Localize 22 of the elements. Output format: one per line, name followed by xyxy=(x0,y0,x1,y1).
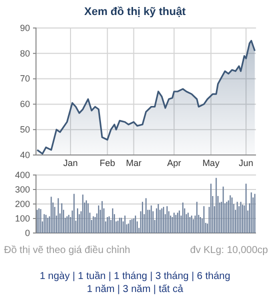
text: 1 năm | 3 năm | tất cả xyxy=(86,284,184,295)
y-tick-label: 60 xyxy=(20,99,30,110)
x-tick-label: Jan xyxy=(63,158,78,168)
text: Đồ thị vẽ theo giá điều chỉnh xyxy=(4,245,130,256)
x-tick-label: Apr xyxy=(167,158,182,168)
y-tick-label: 70 xyxy=(20,74,30,84)
y-tick-label: 100 xyxy=(14,213,30,224)
y-tick-label: 50 xyxy=(20,124,30,134)
text: 1 ngày | 1 tuần | 1 tháng | 3 tháng | 6 tháng xyxy=(40,271,230,282)
y-tick-label: 40 xyxy=(20,150,30,160)
x-tick-label: May xyxy=(202,158,220,168)
y-tick-label: 400 xyxy=(14,170,30,180)
chart-title: Xem đồ thị kỹ thuật xyxy=(84,6,186,18)
text: đv KLg: 10,000cp xyxy=(190,245,268,256)
y-tick-label: 300 xyxy=(14,184,30,194)
y-tick-label: 80 xyxy=(20,48,30,58)
y-tick-label: 0 xyxy=(24,228,30,238)
x-tick-label: Mar xyxy=(126,158,142,168)
y-tick-label: 90 xyxy=(20,22,30,33)
x-tick-label: Feb xyxy=(100,158,116,168)
y-tick-label: 200 xyxy=(14,198,30,209)
x-tick-label: Jun xyxy=(238,158,254,168)
